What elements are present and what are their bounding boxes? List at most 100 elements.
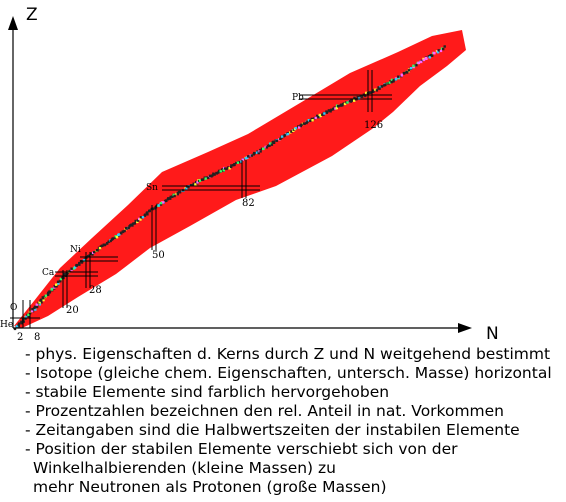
stable-nuclide-cell xyxy=(428,56,432,59)
stable-nuclide-cell xyxy=(407,69,411,72)
stable-nuclide-cell xyxy=(317,116,320,119)
stable-nuclide-cell xyxy=(422,58,426,62)
stable-nuclide-cell xyxy=(101,244,104,247)
stable-nuclide-cell xyxy=(341,104,344,107)
stable-nuclide-cell xyxy=(192,182,195,185)
magic-number-label: 2 xyxy=(17,332,23,343)
stable-nuclide-cell xyxy=(169,195,172,199)
stable-nuclide-cell xyxy=(425,57,428,60)
stable-nuclide-cell xyxy=(198,179,202,182)
magic-number-label: 20 xyxy=(66,305,79,316)
stable-nuclide-cell xyxy=(268,144,271,147)
stable-nuclide-cell xyxy=(191,184,194,187)
stable-nuclide-cell xyxy=(53,285,56,288)
stable-nuclide-cell xyxy=(394,78,398,81)
stable-nuclide-cell xyxy=(230,164,233,167)
element-label-pb: Pb xyxy=(292,93,304,103)
stable-nuclide-cell xyxy=(286,132,290,136)
stable-nuclide-cell xyxy=(384,83,387,87)
stable-nuclide-cell xyxy=(374,88,377,91)
stable-nuclide-cell xyxy=(330,108,333,111)
stable-nuclide-cell xyxy=(356,96,360,99)
stable-nuclide-cell xyxy=(15,324,19,328)
note-item: - Position der stabilen Elemente verschi… xyxy=(25,440,458,458)
stable-nuclide-cell xyxy=(146,211,149,214)
stable-nuclide-cell xyxy=(222,169,225,172)
stable-nuclide-cell xyxy=(201,178,205,181)
stable-nuclide-cell xyxy=(40,298,43,301)
stable-nuclide-cell xyxy=(409,67,413,70)
stable-nuclide-cell xyxy=(41,296,44,299)
stable-nuclide-cell xyxy=(403,72,406,75)
stable-nuclide-cell xyxy=(433,52,436,55)
stable-nuclide-cell xyxy=(307,119,311,122)
magic-number-lines xyxy=(10,70,392,328)
stable-nuclide-cell xyxy=(350,98,353,101)
stable-nuclide-cell xyxy=(141,216,145,219)
stable-nuclide-cell xyxy=(196,181,199,184)
stable-nuclide-cell xyxy=(34,305,37,308)
stable-nuclide-cell xyxy=(131,224,134,227)
unstable-nuclide-band xyxy=(14,30,466,328)
stable-nuclide-cell xyxy=(146,213,149,216)
stable-nuclide-cell xyxy=(136,219,139,222)
stable-nuclide-cell xyxy=(171,195,174,198)
stable-nuclide-cell xyxy=(187,186,190,189)
stable-nuclide-cell xyxy=(430,54,434,57)
stable-nuclide-cell xyxy=(343,102,347,106)
stable-nuclide-cell xyxy=(59,277,63,281)
stable-nuclide-cell xyxy=(48,290,52,293)
stable-nuclide-cell xyxy=(132,222,135,225)
stable-nuclide-cell xyxy=(143,213,147,216)
element-label-o: O xyxy=(10,303,17,313)
stable-nuclide-cell xyxy=(219,170,222,173)
stable-nuclide-cell xyxy=(335,106,338,110)
stable-nuclide-cell xyxy=(392,79,395,82)
stable-nuclide-cell xyxy=(230,165,233,169)
element-label-ca: Ca xyxy=(42,268,55,278)
stable-nuclide-cell xyxy=(306,120,309,123)
magic-number-label: 50 xyxy=(152,250,165,261)
stable-nuclide-cell xyxy=(13,327,17,331)
stable-nuclide-cell xyxy=(128,225,131,228)
magic-number-label: 126 xyxy=(364,120,383,131)
stable-nuclide-cell xyxy=(300,123,303,126)
stable-nuclide-cell xyxy=(438,49,441,52)
stable-nuclide-cell xyxy=(165,199,168,202)
stable-nuclide-cell xyxy=(379,85,382,89)
stable-nuclide-cell xyxy=(20,320,23,323)
stable-nuclide-cell xyxy=(30,309,34,313)
stable-nuclide-cell xyxy=(332,107,335,111)
stable-nuclide-cell xyxy=(215,171,218,175)
notes-list: - phys. Eigenschaften d. Kerns durch Z u… xyxy=(25,345,566,497)
stable-nuclide-cell xyxy=(319,114,322,118)
stable-nuclide-cell xyxy=(63,272,66,276)
stable-nuclide-cell xyxy=(436,51,440,54)
stable-nuclide-cell xyxy=(240,160,243,163)
x-axis-arrow xyxy=(458,323,472,333)
magic-number-label: 82 xyxy=(242,198,255,209)
stable-nuclide-cell xyxy=(390,80,393,84)
element-label-he: He xyxy=(0,320,13,330)
stable-nuclide-cell xyxy=(400,73,404,76)
note-item: - Prozentzahlen bezeichnen den rel. Ante… xyxy=(25,402,505,420)
stable-nuclide-cell xyxy=(157,204,161,207)
stable-nuclide-cell xyxy=(176,193,179,196)
stable-nuclide-cell xyxy=(151,207,155,211)
y-axis-label: Z xyxy=(26,5,38,25)
y-axis-arrow xyxy=(8,16,18,30)
stable-nuclide-cell xyxy=(118,233,121,236)
stable-nuclide-cell xyxy=(123,229,126,233)
stable-nuclide-cell xyxy=(55,285,58,288)
stable-nuclide-cell xyxy=(115,236,119,239)
stable-nuclide-cell xyxy=(31,308,34,311)
magic-number-label: 8 xyxy=(34,332,40,343)
stable-nuclide-cell xyxy=(283,134,286,137)
note-item: Winkelhalbierenden (kleine Massen) zu xyxy=(33,459,336,477)
stable-nuclide-cell xyxy=(380,85,384,88)
stable-nuclide-cell xyxy=(22,320,25,323)
note-item: - stabile Elemente sind farblich hervorg… xyxy=(25,383,390,401)
stable-nuclide-cell xyxy=(311,119,314,122)
note-item: - phys. Eigenschaften d. Kerns durch Z u… xyxy=(25,345,551,363)
stable-nuclide-cell xyxy=(415,64,418,67)
